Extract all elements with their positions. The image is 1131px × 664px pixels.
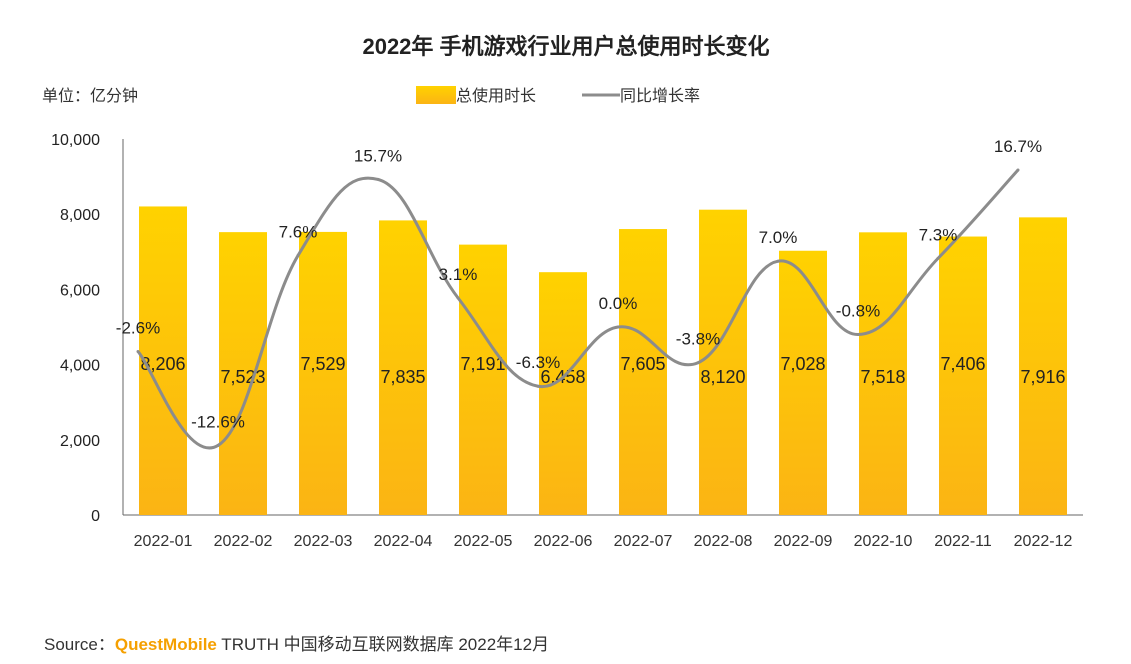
x-tick-label: 2022-02 (214, 533, 273, 550)
growth-rate-point (296, 254, 300, 258)
growth-rate-label: 16.7% (994, 137, 1042, 156)
bar (219, 232, 267, 515)
growth-rate-label: 3.1% (439, 265, 478, 284)
y-tick-label: 2,000 (60, 433, 100, 450)
legend-bar-swatch (416, 86, 456, 104)
x-tick-label: 2022-07 (614, 533, 673, 550)
bar-value-label: 7,191 (460, 354, 505, 374)
bar-value-label: 7,028 (780, 354, 825, 374)
y-tick-label: 4,000 (60, 358, 100, 375)
growth-rate-label: 0.0% (599, 294, 638, 313)
bar (859, 232, 907, 516)
growth-rate-label: 7.0% (759, 228, 798, 247)
growth-rate-point (216, 443, 220, 447)
x-tick-label: 2022-03 (294, 533, 353, 550)
growth-rate-point (936, 256, 940, 260)
bar-value-label: 7,835 (380, 367, 425, 387)
x-tick-label: 2022-11 (934, 533, 992, 550)
chart-title: 2022年 手机游戏行业用户总使用时长变化 (362, 34, 769, 59)
growth-rate-point (376, 177, 380, 181)
growth-rate-point (856, 333, 860, 337)
source-label: Source： (44, 635, 115, 654)
source-text: TRUTH 中国移动互联网数据库 2022年12月 (216, 635, 550, 654)
bar (619, 229, 667, 515)
legend-bar-label: 总使用时长 (456, 87, 536, 105)
y-tick-label: 6,000 (60, 282, 100, 299)
growth-rate-point (616, 325, 620, 329)
bar-value-label: 8,206 (140, 354, 185, 374)
y-tick-label: 0 (91, 508, 100, 525)
growth-rate-point (776, 259, 780, 263)
x-tick-label: 2022-06 (534, 533, 593, 550)
growth-rate-point (456, 296, 460, 300)
x-tick-label: 2022-05 (454, 533, 513, 550)
growth-rate-label: -6.3% (516, 353, 560, 372)
bar (459, 244, 507, 515)
legend-line-label: 同比增长率 (620, 87, 700, 105)
bar-value-label: 7,518 (860, 367, 905, 387)
x-tick-label: 2022-08 (694, 533, 753, 550)
growth-rate-label: -0.8% (836, 302, 880, 321)
bar-value-label: 7,406 (940, 354, 985, 374)
growth-rate-point (536, 384, 540, 388)
x-tick-label: 2022-09 (774, 533, 833, 550)
bar-value-label: 7,916 (1020, 367, 1065, 387)
bar-value-label: 7,529 (300, 354, 345, 374)
growth-rate-label: 7.3% (919, 225, 958, 244)
x-tick-label: 2022-04 (374, 533, 433, 550)
bar (299, 231, 347, 515)
growth-rate-point (696, 361, 700, 365)
x-tick-label: 2022-01 (134, 533, 193, 550)
x-tick-label: 2022-10 (854, 533, 913, 550)
bar-value-label: 8,120 (700, 367, 745, 387)
growth-rate-label: 7.6% (279, 223, 318, 242)
y-tick-label: 10,000 (51, 132, 100, 149)
y-tick-label: 8,000 (60, 207, 100, 224)
bar (779, 250, 827, 515)
bar-value-label: 7,605 (620, 354, 665, 374)
growth-rate-label: -12.6% (191, 412, 245, 431)
growth-rate-label: 15.7% (354, 146, 402, 165)
growth-rate-label: -2.6% (116, 318, 160, 337)
growth-rate-label: -3.8% (676, 330, 720, 349)
bar (1019, 217, 1067, 515)
x-tick-label: 2022-12 (1014, 533, 1073, 550)
bar (939, 236, 987, 515)
bar (139, 206, 187, 515)
source-footer: Source：QuestMobile TRUTH 中国移动互联网数据库 2022… (44, 630, 549, 655)
bar-value-label: 7,523 (220, 367, 265, 387)
legend: 总使用时长 同比增长率 (416, 86, 700, 105)
bar (379, 220, 427, 516)
bar (699, 209, 747, 516)
unit-label: 单位：亿分钟 (42, 87, 138, 105)
growth-rate-point (136, 349, 140, 353)
growth-rate-point (1016, 168, 1020, 172)
bar (539, 272, 587, 515)
brand-logo-text: QuestMobile (114, 635, 217, 654)
